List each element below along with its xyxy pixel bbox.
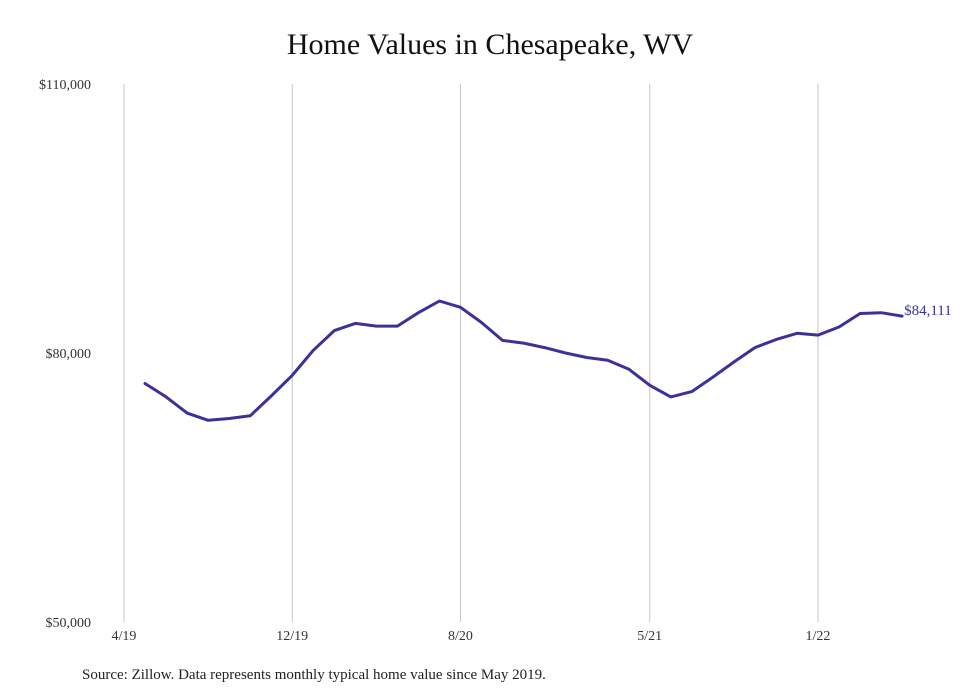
chart-title: Home Values in Chesapeake, WV [286,28,694,61]
grid-lines [123,84,819,622]
x-axis-ticks: 4/19 12/19 8/20 5/21 1/22 [112,629,831,644]
y-tick-label: $80,000 [46,347,92,362]
x-tick-label: 8/20 [448,629,473,644]
y-tick-label: $110,000 [39,78,91,93]
x-tick-label: 4/19 [112,629,137,644]
y-axis-ticks: $50,000 $80,000 $110,000 [39,78,91,631]
y-tick-label: $50,000 [46,616,92,631]
x-tick-label: 5/21 [637,629,662,644]
x-tick-label: 12/19 [276,629,308,644]
series-layer: $84,111 [143,299,952,422]
series-line [143,299,904,422]
x-tick-label: 1/22 [806,629,831,644]
end-value-label: $84,111 [904,303,952,319]
source-note: Source: Zillow. Data represents monthly … [82,667,546,683]
